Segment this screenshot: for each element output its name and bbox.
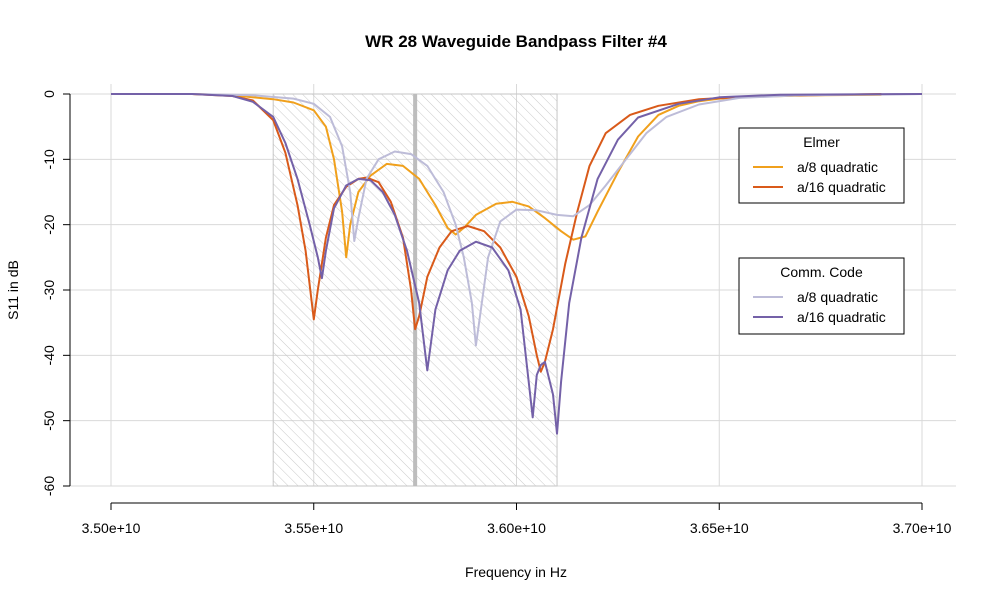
legend-box: Elmer a/8 quadratic a/16 quadratic [738, 127, 905, 204]
series-line [111, 93, 882, 373]
series-line [111, 93, 923, 347]
series-line [111, 93, 923, 435]
legend-entry-label: a/8 quadratic [797, 289, 878, 305]
x-tick-label: 3.60e+10 [487, 520, 546, 536]
y-tick-label: -30 [41, 280, 57, 300]
x-tick-label: 3.55e+10 [284, 520, 343, 536]
y-tick-label: -40 [41, 345, 57, 365]
legend-entry-label: a/16 quadratic [797, 179, 886, 195]
legend-entry-label: a/16 quadratic [797, 309, 886, 325]
legend-title: Elmer [803, 134, 840, 150]
series-line [111, 93, 882, 259]
y-tick-label: -10 [41, 149, 57, 169]
legend-frame [738, 127, 905, 204]
x-axis-label: Frequency in Hz [465, 564, 567, 580]
x-tick-label: 3.50e+10 [82, 520, 141, 536]
y-axis-label: S11 in dB [5, 260, 21, 320]
legend-entry-label: a/8 quadratic [797, 159, 878, 175]
chart-title: WR 28 Waveguide Bandpass Filter #4 [365, 32, 667, 51]
y-tick-label: -20 [41, 214, 57, 234]
axes: 3.50e+10 3.55e+10 3.60e+10 3.65e+10 3.70e+10… [41, 90, 952, 536]
series-lines [111, 93, 923, 435]
legend-title: Comm. Code [780, 264, 863, 280]
y-tick-label: -60 [41, 476, 57, 496]
y-tick-label: 0 [41, 90, 57, 98]
legend-box: Comm. Code a/8 quadratic a/16 quadratic [738, 257, 905, 335]
x-tick-label: 3.65e+10 [690, 520, 749, 536]
x-tick-label: 3.70e+10 [893, 520, 952, 536]
y-tick-label: -50 [41, 410, 57, 430]
